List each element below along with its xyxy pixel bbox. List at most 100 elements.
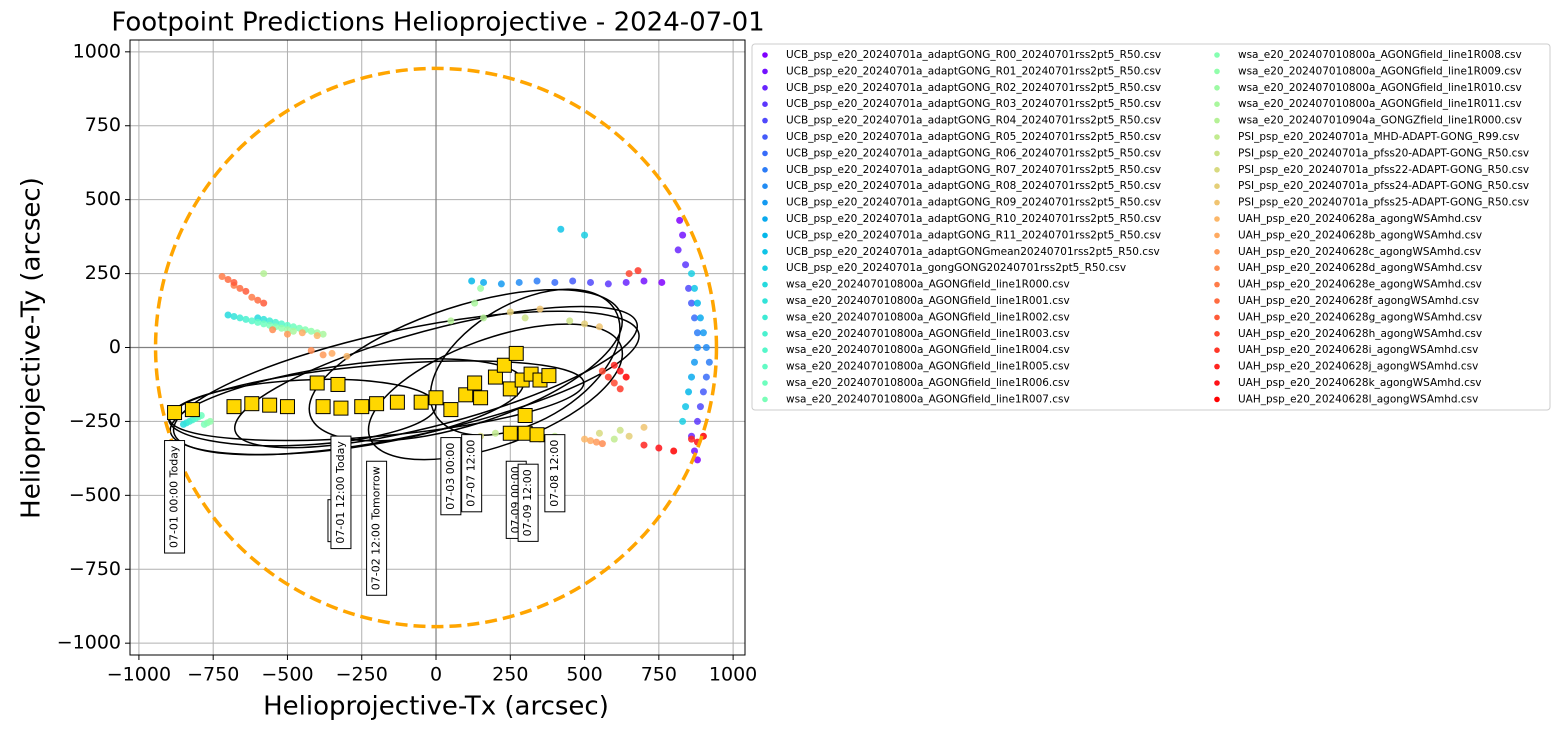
data-point <box>595 323 603 331</box>
legend-label: PSI_psp_e20_20240701a_pfss22-ADAPT-GONG_… <box>1238 164 1529 176</box>
legend-marker <box>762 52 768 58</box>
data-point <box>685 284 693 292</box>
data-point <box>690 284 698 292</box>
x-axis-label: Helioprojective-Tx (arcsec) <box>263 692 609 722</box>
annotation-box <box>366 460 388 596</box>
data-point <box>670 447 678 455</box>
legend-marker <box>1214 216 1220 222</box>
legend-marker <box>762 363 768 370</box>
footpoint-marker <box>226 399 242 415</box>
annotation: 07-01 00:00 Today <box>164 440 186 554</box>
legend-marker <box>1214 199 1220 206</box>
data-point <box>604 280 612 288</box>
legend-marker <box>762 150 768 157</box>
x-tick-label: −750 <box>187 664 239 686</box>
legend-marker <box>1214 347 1220 354</box>
footpoint-marker <box>262 397 278 413</box>
legend-marker <box>1214 183 1220 189</box>
x-tick-label: −1000 <box>107 664 171 686</box>
data-point <box>690 447 698 455</box>
legend-label: wsa_e20_202407010800a_AGONGfield_line1R0… <box>786 328 1070 340</box>
x-tick-label: 750 <box>641 664 677 686</box>
legend-marker <box>762 314 768 321</box>
data-point <box>688 299 696 307</box>
annotation-label: 07-02 12:00 Tomorrow <box>370 466 383 590</box>
legend-label: UAH_psp_e20_20240628g_agongWSAmhd.csv <box>1238 311 1482 323</box>
data-point <box>480 314 488 322</box>
x-tick-label: 250 <box>492 664 528 686</box>
data-point <box>699 329 707 337</box>
data-point <box>640 423 648 431</box>
legend-marker <box>762 167 768 173</box>
legend-label: PSI_psp_e20_20240701a_pfss24-ADAPT-GONG_… <box>1238 180 1529 192</box>
legend-label: PSI_psp_e20_20240701a_pfss25-ADAPT-GONG_… <box>1238 197 1529 209</box>
data-point <box>313 332 321 340</box>
legend-marker <box>1214 314 1220 321</box>
data-point <box>298 329 306 337</box>
data-point <box>674 246 682 254</box>
legend-marker <box>762 347 768 354</box>
data-point <box>598 367 606 375</box>
legend-label: UCB_psp_e20_20240701a_gongGONG20240701rs… <box>786 262 1126 274</box>
data-point <box>658 278 666 286</box>
legend-label: UAH_psp_e20_20240628c_agongWSAmhd.csv <box>1238 246 1481 258</box>
data-point <box>693 299 701 307</box>
x-tick-label: −250 <box>336 664 388 686</box>
data-point <box>685 388 693 396</box>
legend-marker <box>762 249 768 255</box>
legend-label: UCB_psp_e20_20240701a_adaptGONG_R00_2024… <box>786 49 1161 61</box>
data-point <box>254 296 262 304</box>
data-point <box>468 277 476 285</box>
data-point <box>248 317 256 325</box>
data-point <box>533 277 541 285</box>
data-point <box>206 417 214 425</box>
data-point <box>640 277 648 285</box>
data-point <box>625 270 633 278</box>
data-point <box>682 403 690 411</box>
legend-marker <box>762 199 768 206</box>
data-point <box>705 358 713 366</box>
legend-label: UCB_psp_e20_20240701a_adaptGONG_R06_2024… <box>786 147 1161 159</box>
legend-label: UCB_psp_e20_20240701a_adaptGONG_R10_2024… <box>786 213 1161 225</box>
data-point <box>248 293 256 301</box>
legend-marker <box>1214 85 1220 91</box>
contour <box>234 305 639 449</box>
legend-marker <box>762 396 768 403</box>
data-point <box>230 312 238 320</box>
data-point <box>515 278 523 286</box>
data-point <box>634 267 642 275</box>
legend-label: UAH_psp_e20_20240628e_agongWSAmhd.csv <box>1238 279 1482 291</box>
legend-label: UAH_psp_e20_20240628i_agongWSAmhd.csv <box>1238 344 1478 356</box>
footpoint-marker <box>502 425 518 441</box>
data-point <box>319 330 327 338</box>
y-tick-label: 0 <box>109 336 121 358</box>
data-point <box>480 278 488 286</box>
data-point <box>610 379 618 387</box>
annotation: 07-07 12:00 <box>461 434 483 513</box>
data-point <box>688 373 696 381</box>
annotation-label: 07-07 12:00 <box>465 440 478 507</box>
data-point <box>676 216 684 224</box>
footpoint-marker <box>502 381 518 397</box>
data-point <box>491 429 499 437</box>
legend-marker <box>762 216 768 222</box>
footpoint-marker <box>541 368 557 384</box>
annotation-box <box>461 434 483 513</box>
legend-marker <box>762 232 768 239</box>
data-point <box>289 327 297 335</box>
sun-limb <box>153 66 719 629</box>
data-point <box>260 299 268 307</box>
data-point <box>693 456 701 464</box>
data-point <box>477 284 485 292</box>
data-point <box>622 278 630 286</box>
legend-marker <box>1214 281 1220 288</box>
legend-label: wsa_e20_202407010800a_AGONGfield_line1R0… <box>786 279 1070 291</box>
legend-label: UAH_psp_e20_20240628j_agongWSAmhd.csv <box>1238 361 1478 373</box>
data-point <box>557 225 565 233</box>
data-point <box>328 349 336 357</box>
legend-marker <box>762 134 768 140</box>
data-point <box>679 417 687 425</box>
y-tick-label: 1000 <box>73 40 121 62</box>
data-point <box>581 231 589 239</box>
